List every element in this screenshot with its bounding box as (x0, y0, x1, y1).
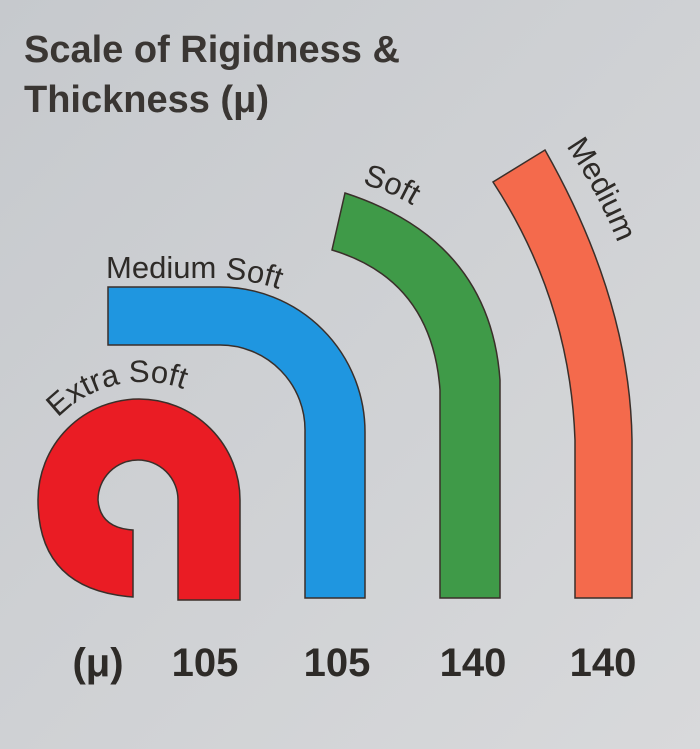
extra-soft-band (37, 398, 241, 601)
title-line: Thickness (μ) (24, 79, 269, 121)
thickness: 140 (440, 641, 507, 685)
soft-band (331, 192, 501, 599)
title-line: Scale of Rigidness & (24, 29, 400, 71)
unit-label: (μ) (72, 641, 123, 685)
thickness: 105 (304, 641, 371, 685)
thickness: 105 (172, 641, 239, 685)
medium-band (491, 148, 633, 599)
medium-soft-band (107, 286, 366, 599)
thickness: 140 (570, 641, 637, 685)
